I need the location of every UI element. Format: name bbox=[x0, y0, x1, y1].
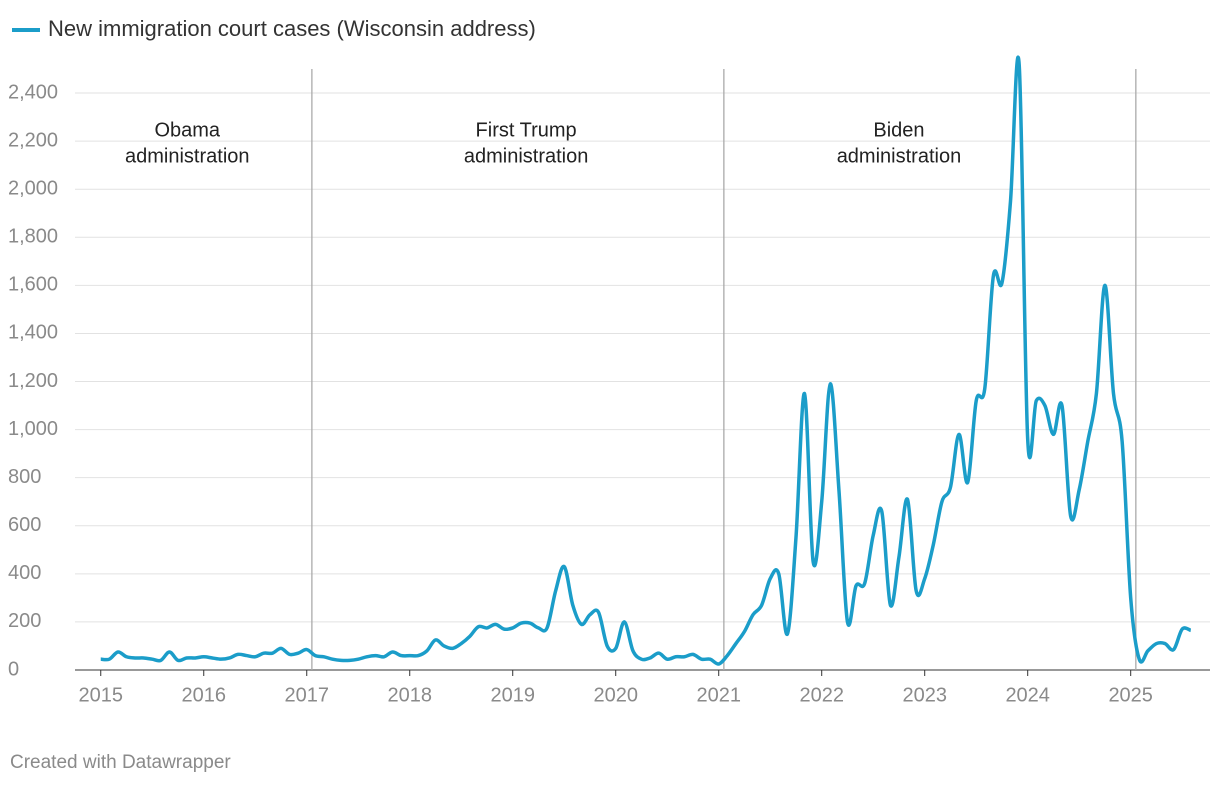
y-tick-label: 200 bbox=[8, 610, 41, 632]
x-tick-label: 2021 bbox=[696, 684, 741, 706]
annotation: First Trump bbox=[476, 119, 577, 141]
y-tick-label: 1,400 bbox=[8, 322, 58, 344]
y-tick-label: 2,200 bbox=[8, 129, 58, 151]
y-tick-label: 0 bbox=[8, 658, 19, 680]
annotation: Biden bbox=[873, 119, 924, 141]
annotation: administration bbox=[125, 145, 250, 167]
y-tick-label: 1,600 bbox=[8, 274, 58, 296]
y-tick-label: 2,400 bbox=[8, 81, 58, 103]
y-tick-label: 600 bbox=[8, 514, 41, 536]
x-tick-label: 2017 bbox=[284, 684, 329, 706]
annotation: Obama bbox=[154, 119, 220, 141]
legend-label: New immigration court cases (Wisconsin a… bbox=[48, 16, 536, 41]
y-tick-label: 400 bbox=[8, 562, 41, 584]
annotation: administration bbox=[464, 145, 589, 167]
y-tick-label: 2,000 bbox=[8, 177, 58, 199]
data-line bbox=[100, 55, 1192, 666]
x-tick-label: 2015 bbox=[78, 684, 123, 706]
annotation: administration bbox=[837, 145, 962, 167]
footer: Created with Datawrapper bbox=[10, 752, 231, 773]
x-tick-label: 2019 bbox=[490, 684, 535, 706]
y-tick-label: 800 bbox=[8, 466, 41, 488]
y-tick-label: 1,000 bbox=[8, 418, 58, 440]
y-tick-label: 1,800 bbox=[8, 226, 58, 248]
x-tick-label: 2016 bbox=[181, 684, 226, 706]
x-tick-label: 2025 bbox=[1108, 684, 1153, 706]
x-tick-label: 2024 bbox=[1005, 684, 1050, 706]
x-tick-label: 2022 bbox=[799, 684, 844, 706]
x-tick-label: 2018 bbox=[387, 684, 432, 706]
y-tick-label: 1,200 bbox=[8, 370, 58, 392]
x-tick-label: 2023 bbox=[902, 684, 947, 706]
x-tick-label: 2020 bbox=[593, 684, 638, 706]
